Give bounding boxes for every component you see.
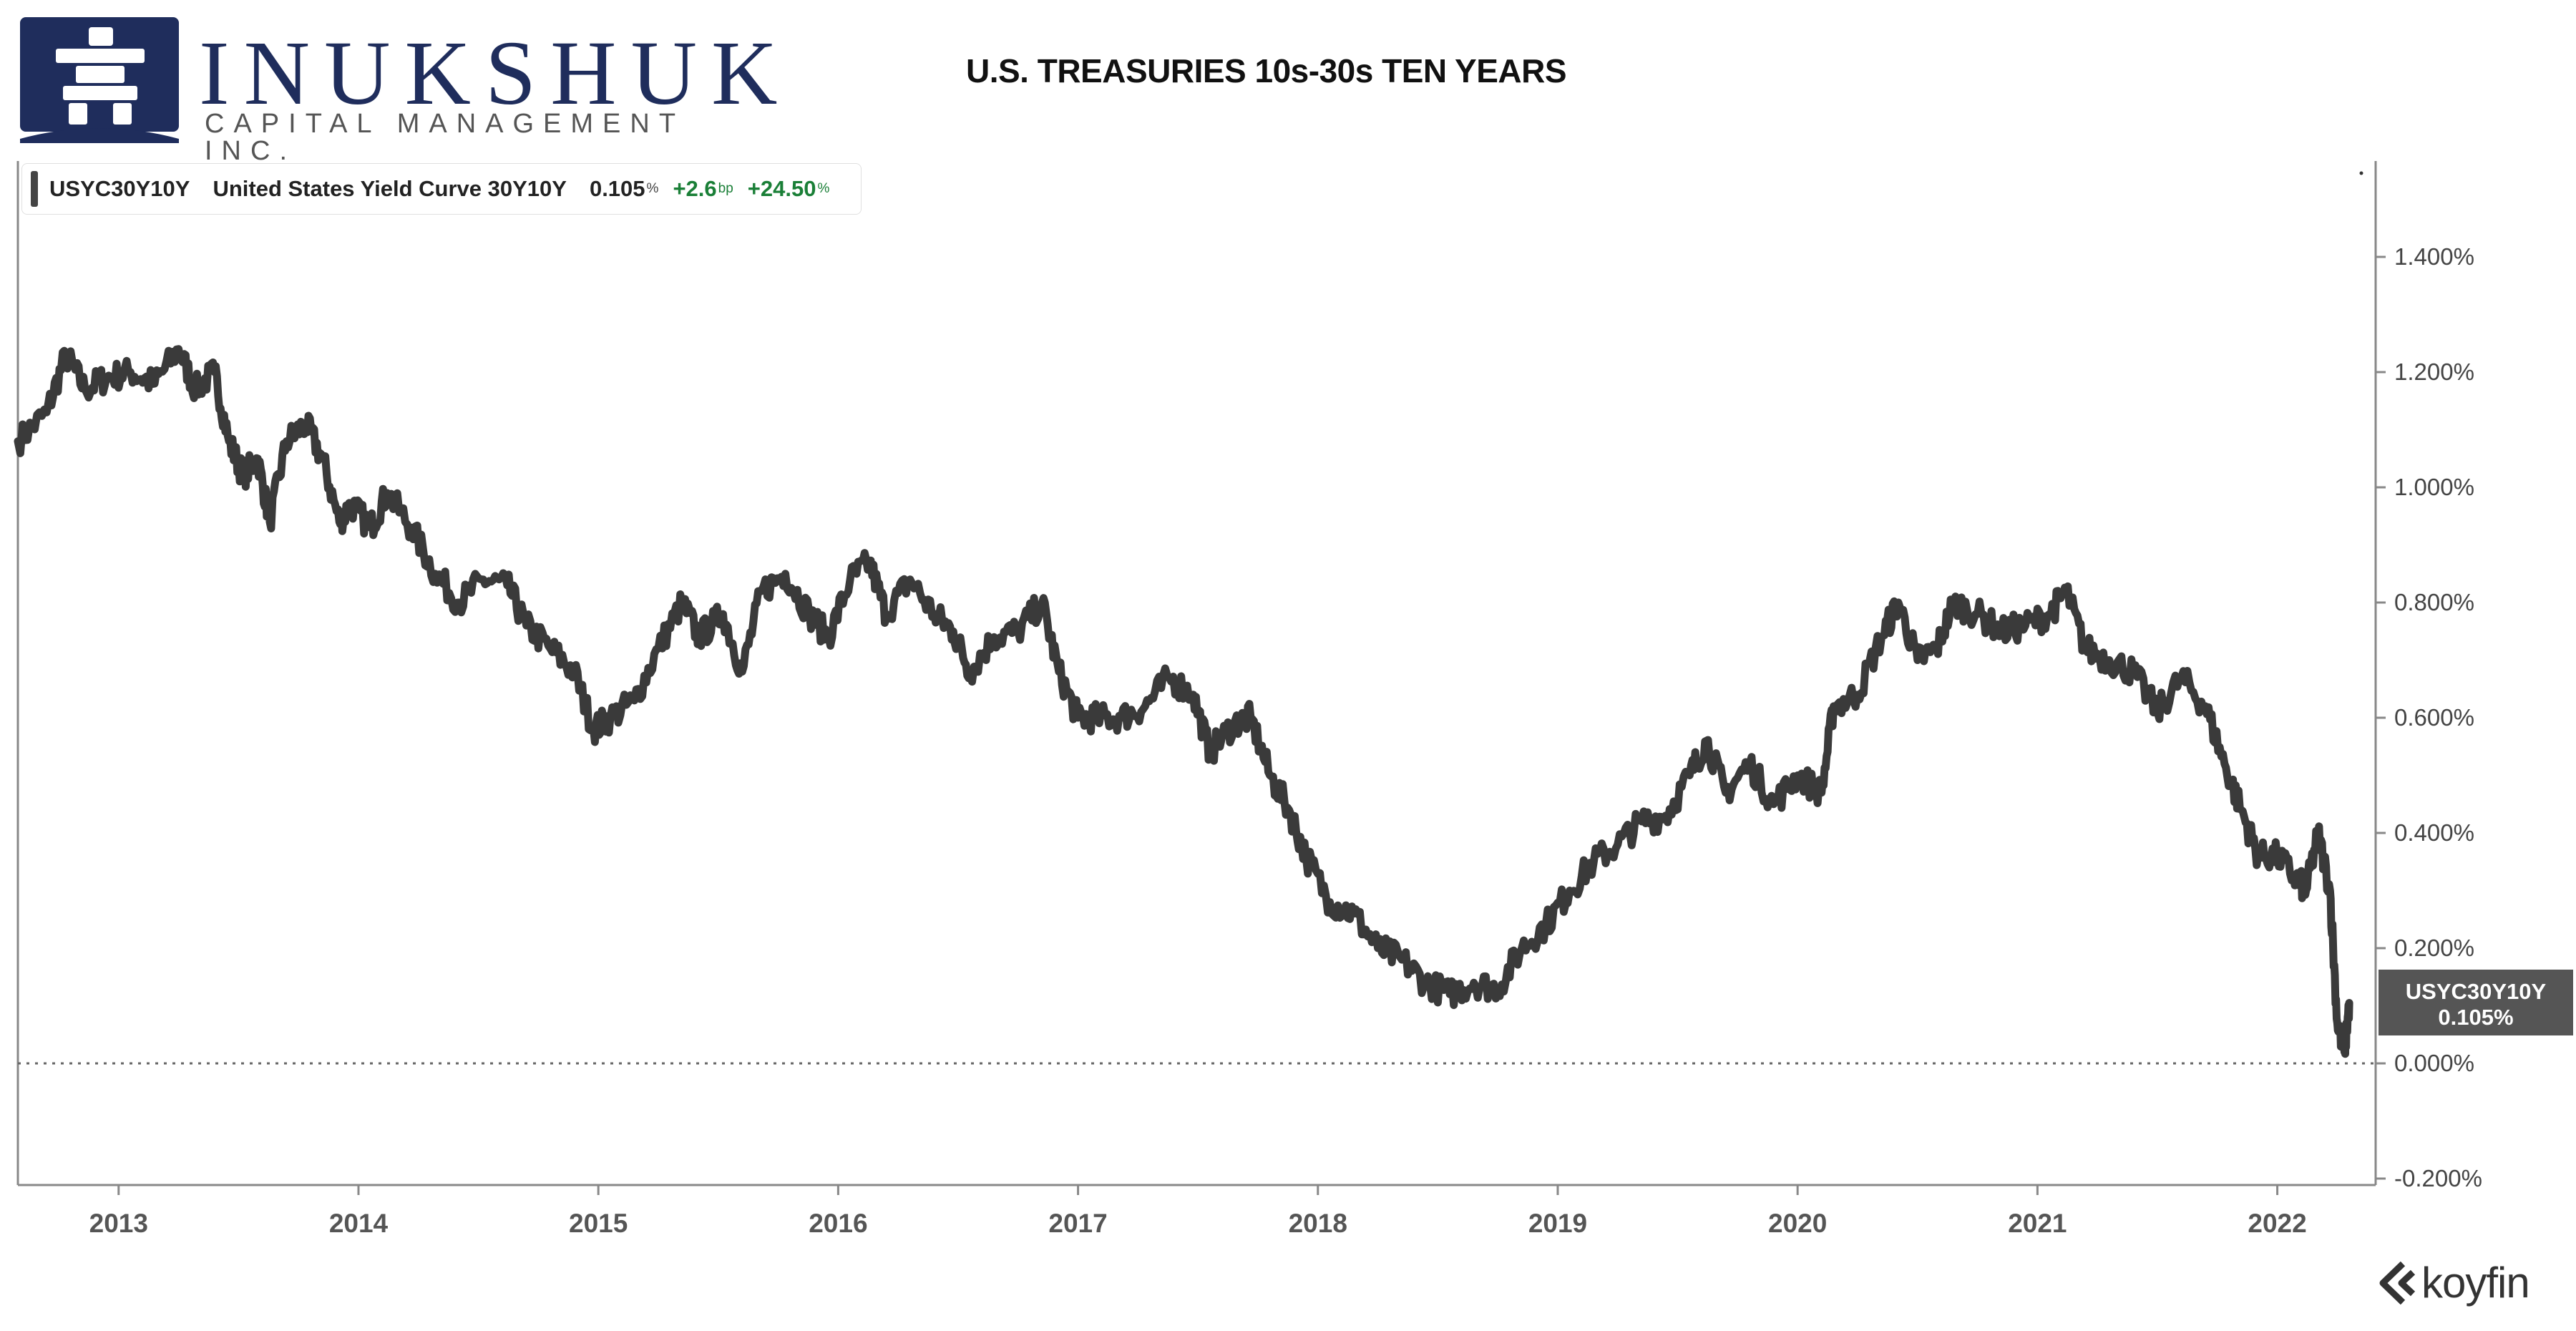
y-tick-label: 1.400%: [2394, 243, 2474, 270]
chart-legend[interactable]: USYC30Y10Y United States Yield Curve 30Y…: [21, 163, 862, 215]
y-tick-label: 0.000%: [2394, 1050, 2474, 1076]
inukshuk-logo: INUKSHUK CAPITAL MANAGEMENT INC.: [20, 17, 777, 165]
inukshuk-logo-mark-icon: [20, 17, 179, 143]
x-tick-label: 2020: [1768, 1209, 1827, 1238]
legend-change-pct-unit: %: [817, 181, 830, 196]
brand-subtitle: CAPITAL MANAGEMENT INC.: [205, 109, 685, 166]
price-tag-value: 0.105%: [2438, 1005, 2513, 1030]
x-tick-label: 2018: [1289, 1209, 1347, 1238]
y-axis: 1.400% 1.200% 1.000% 0.800% 0.600% 0.400% 0.20…: [2376, 243, 2482, 1191]
x-tick-label: 2015: [569, 1209, 628, 1238]
y-tick-label: -0.200%: [2394, 1165, 2482, 1191]
legend-change-bp-unit: bp: [718, 181, 733, 196]
legend-series-name: United States Yield Curve 30Y10Y: [213, 176, 567, 201]
y-tick-label: 0.200%: [2394, 935, 2474, 961]
koyfin-wordmark: koyfin: [2421, 1259, 2530, 1307]
x-tick-label: 2022: [2248, 1209, 2306, 1238]
x-tick-label: 2014: [329, 1209, 389, 1238]
koyfin-chevron-icon: [2379, 1261, 2416, 1305]
koyfin-logo: koyfin: [2374, 1258, 2530, 1307]
y-tick-label: 0.600%: [2394, 704, 2474, 731]
series-line-usyc30y10y: [14, 345, 2353, 1058]
legend-change-bp: +2.6: [673, 176, 717, 201]
price-tag-box: [2379, 970, 2573, 1035]
x-tick-label: 2019: [1528, 1209, 1587, 1238]
chart-title: U.S. TREASURIES 10s-30s TEN YEARS: [966, 52, 1567, 89]
y-tick-label: 0.400%: [2394, 819, 2474, 846]
series-color-swatch: [31, 171, 38, 207]
legend-symbol: USYC30Y10Y: [49, 176, 190, 201]
brand-name: INUKSHUK: [199, 22, 792, 124]
x-axis: 2013 2014 2015 2016 2017 2018 2019 2020 2021 2022: [89, 1185, 2307, 1238]
x-tick-label: 2013: [89, 1209, 148, 1238]
x-tick-label: 2021: [2008, 1209, 2067, 1238]
x-tick-label: 2016: [809, 1209, 867, 1238]
y-tick-label: 1.000%: [2394, 474, 2474, 500]
y-tick-label: 0.800%: [2394, 589, 2474, 615]
header: INUKSHUK CAPITAL MANAGEMENT INC. U.S. TR…: [0, 0, 2576, 165]
corner-dot: [2359, 171, 2363, 175]
x-tick-label: 2017: [1048, 1209, 1107, 1238]
price-tag: USYC30Y10Y 0.105%: [2379, 970, 2573, 1035]
plot-frame: [16, 161, 2377, 1186]
legend-value-unit: %: [646, 181, 659, 196]
legend-change-pct: +24.50: [747, 176, 816, 201]
legend-value: 0.105: [589, 176, 645, 201]
y-tick-label: 1.200%: [2394, 359, 2474, 385]
price-tag-symbol: USYC30Y10Y: [2406, 979, 2547, 1004]
